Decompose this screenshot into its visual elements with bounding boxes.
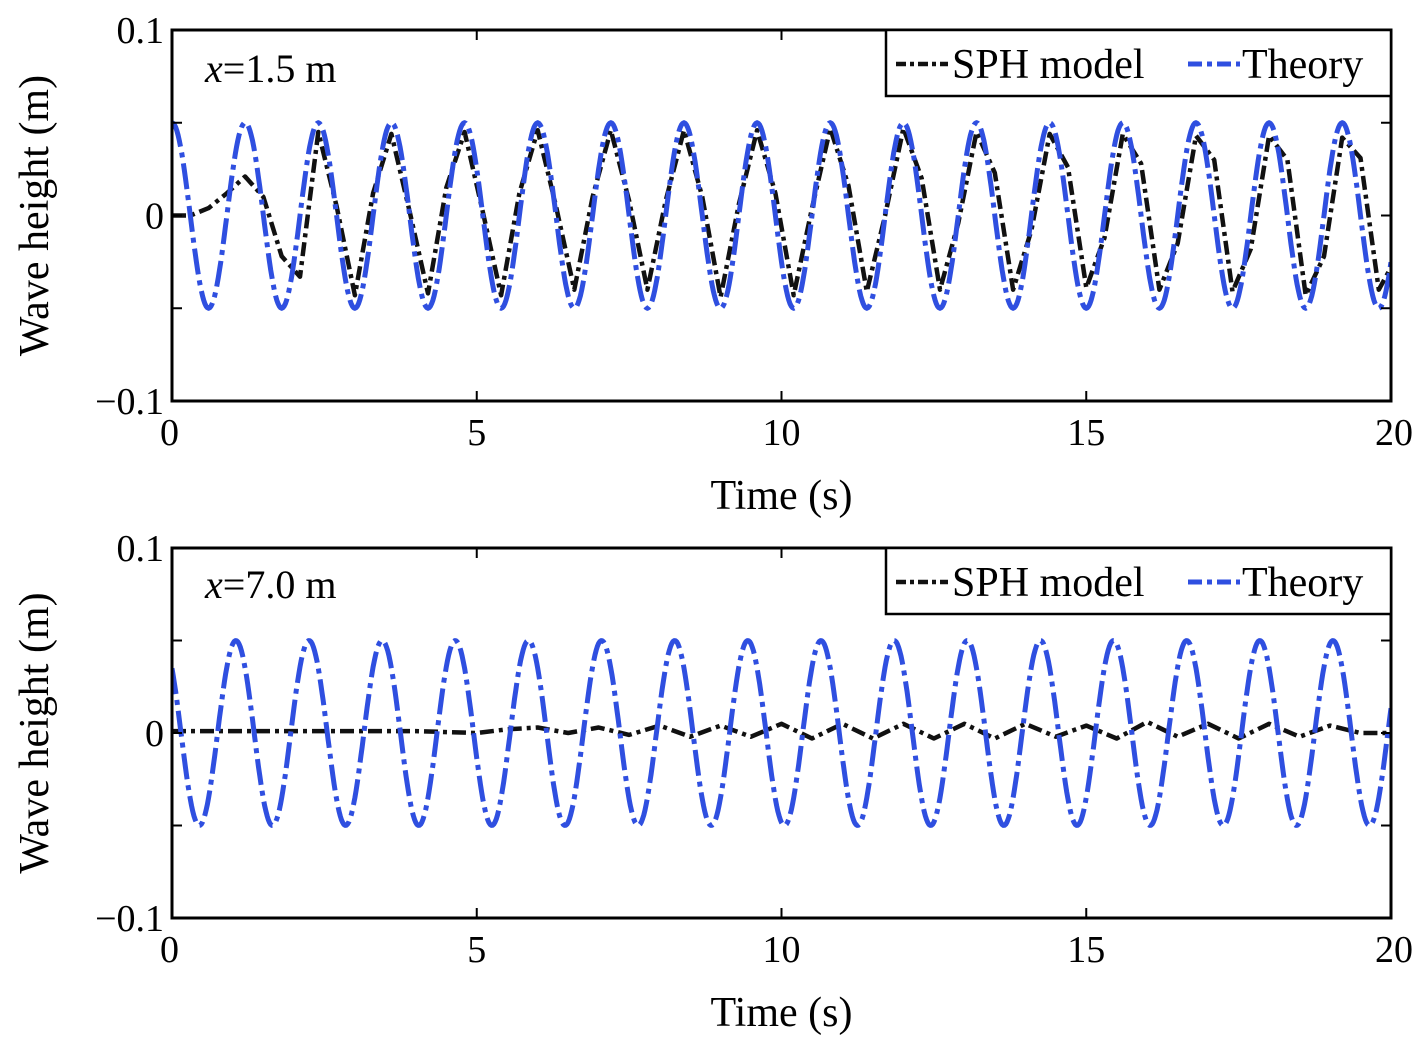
x-tick-label: 15	[1067, 929, 1105, 971]
annotation-variable: x	[204, 562, 223, 607]
legend: SPH model Theory	[884, 28, 1393, 98]
y-axis-label: Wave height (m)	[12, 75, 58, 356]
position-annotation: x=1.5 m	[204, 46, 336, 91]
series-line-theory	[172, 638, 1391, 828]
x-tick-label: 20	[1375, 929, 1413, 971]
x-tick-label: 0	[160, 929, 179, 971]
series-line-theory	[172, 120, 1391, 311]
x-tick-label: 5	[467, 412, 486, 454]
x-tick-label: 0	[160, 412, 179, 454]
legend: SPH model Theory	[884, 546, 1393, 616]
y-tick-label: 0.1	[117, 528, 165, 570]
x-axis-label: Time (s)	[711, 473, 853, 519]
legend-label: SPH model	[952, 42, 1145, 88]
y-tick-label: 0	[145, 713, 164, 755]
x-tick-label: 15	[1067, 412, 1105, 454]
legend-label: Theory	[1242, 560, 1363, 606]
y-tick-label: 0.1	[117, 10, 165, 52]
annotation-value: =1.5 m	[223, 46, 337, 91]
series-line-sph-model	[172, 126, 1391, 300]
x-tick-label: 10	[763, 412, 801, 454]
annotation-variable: x	[204, 46, 223, 91]
legend-box	[884, 28, 1393, 98]
legend-label: Theory	[1242, 42, 1363, 88]
legend-box	[884, 546, 1393, 616]
x-axis-label: Time (s)	[711, 990, 853, 1036]
x-tick-label: 5	[467, 929, 486, 971]
legend-label: SPH model	[952, 560, 1145, 606]
position-annotation: x=7.0 m	[204, 562, 336, 607]
x-tick-label: 20	[1375, 412, 1413, 454]
annotation-value: =7.0 m	[223, 562, 337, 607]
x-tick-label: 10	[763, 929, 801, 971]
y-axis-label: Wave height (m)	[12, 592, 58, 873]
plot-area	[172, 120, 1391, 311]
y-tick-label: −0.1	[95, 898, 164, 940]
y-tick-label: 0	[145, 196, 164, 238]
plot-area	[172, 638, 1391, 828]
series-line-sph-model	[172, 719, 1391, 741]
y-tick-label: −0.1	[95, 381, 164, 423]
